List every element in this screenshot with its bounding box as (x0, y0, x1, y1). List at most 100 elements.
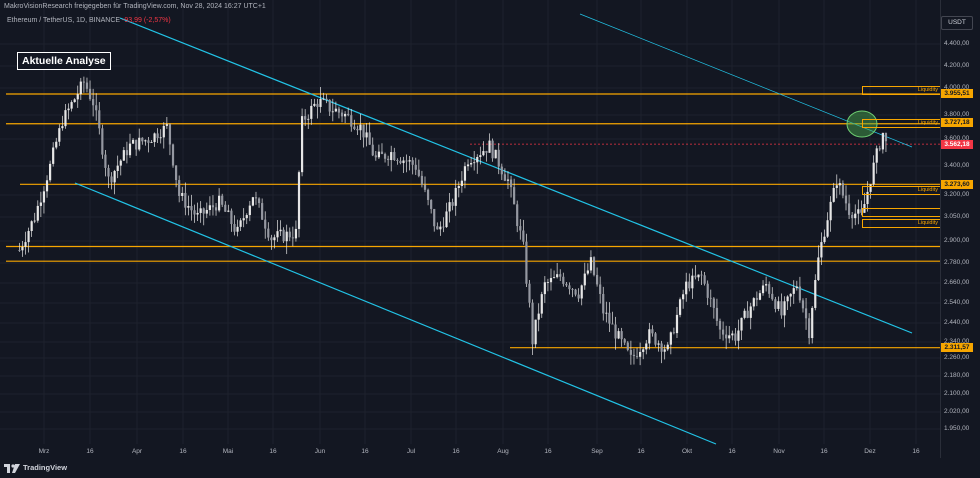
candle-body (878, 148, 881, 150)
price-tick: 4.000,00 (944, 84, 970, 91)
candle-body (208, 205, 211, 210)
price-tick: 2.260,00 (944, 354, 970, 361)
price-tick: 3.200,00 (944, 191, 970, 198)
symbol-legend[interactable]: Ethereum / TetherUS, 1D, BINANCE -93,99 … (7, 17, 171, 24)
candle-body (881, 132, 884, 150)
tradingview-logo[interactable]: TradingView (4, 463, 67, 473)
price-tick: 2.780,00 (944, 259, 970, 266)
candle-body (377, 151, 381, 158)
candle-body (190, 206, 193, 211)
candle-body (758, 293, 762, 300)
candle-body (715, 307, 719, 321)
candle-body (562, 276, 565, 284)
candle-body (257, 198, 261, 204)
candle-body (814, 280, 817, 308)
candle-body (307, 118, 310, 120)
candle-body (826, 220, 829, 237)
candle-body (451, 202, 454, 206)
liquidity-label: Liquidity (862, 119, 940, 128)
candle-body (113, 170, 116, 183)
candle-body (629, 349, 632, 355)
price-chart[interactable] (0, 0, 940, 458)
time-tick: Mai (222, 448, 234, 455)
price-tick: 2.440,00 (944, 319, 970, 326)
price-tick: 3.800,00 (944, 111, 970, 118)
candle-body (765, 284, 768, 286)
candle-body (368, 132, 371, 145)
candle-body (568, 285, 571, 290)
time-tick: 16 (86, 448, 94, 455)
candle-body (795, 286, 798, 289)
candle-body (73, 99, 76, 103)
candle-body (230, 210, 233, 225)
time-tick: 16 (361, 448, 369, 455)
candle-body (199, 208, 202, 213)
candle-body (350, 115, 353, 127)
candle-body (503, 174, 506, 181)
trend-channels (74, 13, 913, 445)
candle-body (393, 152, 396, 161)
candle-body (491, 140, 494, 159)
time-tick: 16 (912, 448, 920, 455)
candle-body (678, 299, 682, 315)
candle-body (267, 228, 270, 238)
candle-body (509, 179, 513, 188)
candle-body (657, 343, 660, 345)
candle-body (642, 349, 645, 352)
candle-body (860, 209, 863, 213)
price-tick: 2.900,00 (944, 237, 970, 244)
candle-body (691, 275, 694, 289)
price-tick: 2.020,00 (944, 408, 970, 415)
currency-button[interactable]: USDT (941, 16, 973, 30)
candle-body (165, 124, 168, 126)
candle-body (221, 195, 224, 205)
candle-body (340, 112, 344, 117)
candle-body (592, 257, 596, 275)
candle-body (838, 183, 841, 186)
candle-body (752, 298, 755, 307)
candle-body (141, 137, 144, 142)
candle-body (313, 103, 316, 106)
candle-body (617, 331, 620, 339)
candle-body (728, 335, 731, 339)
candle-body (595, 274, 599, 285)
candle-body (439, 226, 442, 230)
candle-body (457, 186, 460, 188)
candle-body (144, 140, 147, 142)
analysis-label[interactable]: Aktuelle Analyse (17, 52, 111, 70)
candle-body (466, 164, 470, 167)
channel-lower-line (74, 182, 717, 445)
candle-body (463, 166, 467, 181)
time-tick: Dez (864, 448, 876, 455)
candle-body (76, 94, 79, 100)
candle-body (122, 150, 125, 161)
candle-body (147, 140, 150, 143)
candle-body (187, 206, 190, 208)
candle-body (841, 183, 845, 196)
candle-body (574, 289, 577, 295)
candle-body (543, 282, 546, 295)
candle-body (721, 329, 725, 335)
time-tick: Sep (591, 448, 603, 455)
candle-body (783, 301, 786, 316)
candle-body (605, 312, 608, 314)
candle-body (832, 187, 835, 202)
price-tick: 4.400,00 (944, 40, 970, 47)
candle-body (125, 150, 129, 156)
price-axis[interactable] (940, 0, 980, 458)
candle-body (857, 209, 860, 214)
candle-body (64, 110, 67, 127)
price-tick: 3.050,00 (944, 213, 970, 220)
time-tick: 16 (544, 448, 552, 455)
candle-body (282, 229, 285, 242)
candle-body (408, 160, 411, 162)
candle-body (556, 274, 559, 278)
candle-body (55, 141, 58, 148)
candle-body (325, 98, 328, 100)
candle-body (288, 231, 291, 238)
time-tick: Mrz (38, 448, 50, 455)
candle-body (168, 124, 172, 145)
candle-body (331, 111, 334, 113)
candle-body (648, 329, 651, 344)
price-label: 3.727,18 (941, 118, 973, 127)
